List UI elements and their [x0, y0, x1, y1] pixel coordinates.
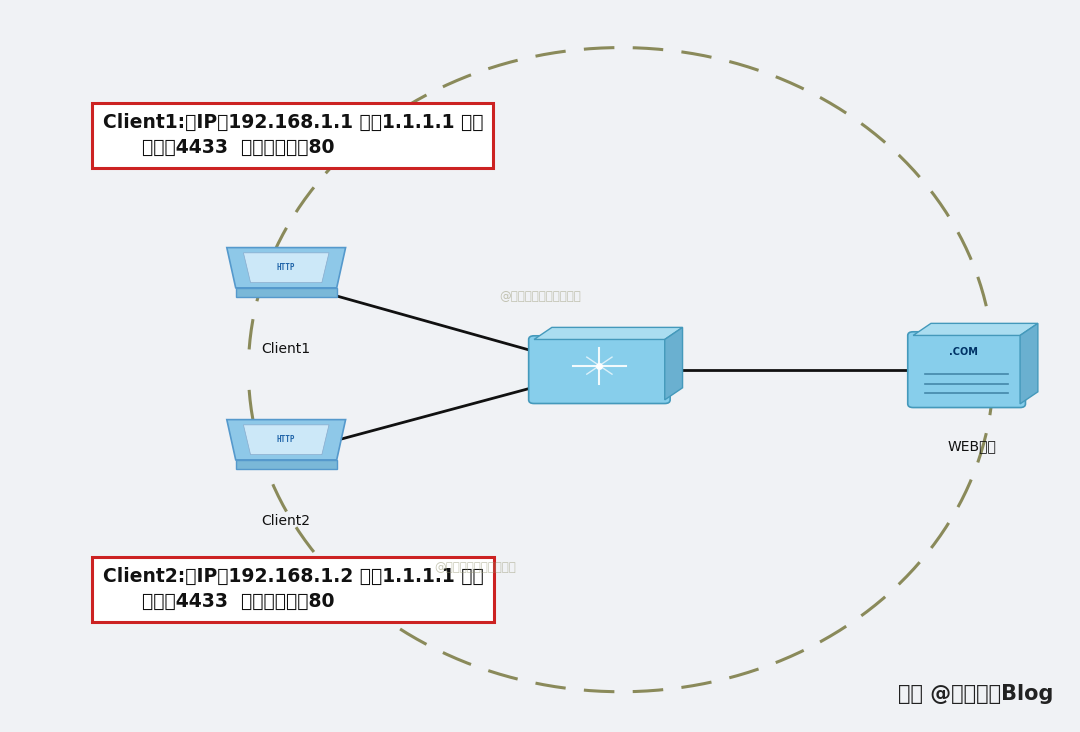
Text: WEB服务: WEB服务	[947, 439, 997, 453]
FancyBboxPatch shape	[529, 336, 671, 403]
Text: 头条 @网络之路Blog: 头条 @网络之路Blog	[897, 684, 1053, 704]
Text: Client2: Client2	[261, 514, 311, 528]
Text: @公众号：网络之路博客: @公众号：网络之路博客	[499, 290, 581, 303]
Text: Client1:源IP：192.168.1.1 目的1.1.1.1 源端
      口号：4433  目的端口号：80: Client1:源IP：192.168.1.1 目的1.1.1.1 源端 口号：…	[103, 113, 483, 157]
Polygon shape	[535, 327, 683, 340]
Polygon shape	[227, 419, 346, 460]
Text: @社区号：网络之路博客: @社区号：网络之路博客	[434, 561, 516, 574]
Polygon shape	[1021, 324, 1038, 404]
Text: HTTP: HTTP	[276, 264, 296, 272]
Text: .COM: .COM	[949, 346, 978, 356]
Polygon shape	[235, 460, 337, 469]
Text: HTTP: HTTP	[276, 436, 296, 444]
Polygon shape	[235, 288, 337, 297]
Text: Client1: Client1	[261, 342, 311, 356]
Polygon shape	[243, 425, 329, 455]
Polygon shape	[914, 324, 1038, 335]
Polygon shape	[243, 253, 329, 283]
Polygon shape	[227, 247, 346, 288]
Text: Client2:源IP：192.168.1.2 目的1.1.1.1 源端
      口号：4433  目的端口号：80: Client2:源IP：192.168.1.2 目的1.1.1.1 源端 口号：…	[103, 567, 484, 611]
Polygon shape	[665, 327, 683, 400]
FancyBboxPatch shape	[907, 332, 1026, 408]
